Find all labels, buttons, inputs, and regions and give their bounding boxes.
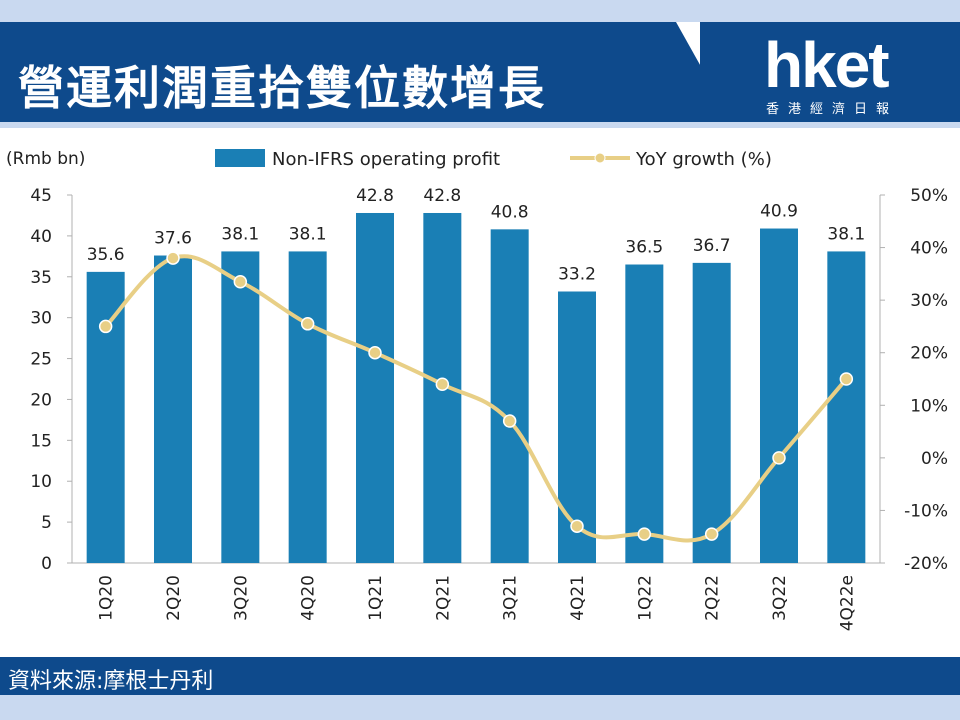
- right-tick-label: 20%: [910, 344, 948, 364]
- left-tick-label: 40: [30, 227, 52, 247]
- yoy-growth-point: [435, 377, 450, 392]
- category-tick-label: 4Q21: [568, 575, 588, 621]
- legend-label-bar: Non-IFRS operating profit: [272, 149, 500, 170]
- bar-value-label: 35.6: [87, 245, 125, 265]
- left-tick-label: 15: [30, 431, 52, 451]
- category-tick-label: 2Q21: [433, 575, 453, 621]
- left-tick-label: 20: [30, 390, 52, 410]
- right-tick-label: 50%: [910, 186, 948, 206]
- yoy-growth-point: [166, 251, 180, 265]
- yoy-growth-point: [502, 414, 517, 428]
- bar-value-label: 38.1: [221, 224, 259, 244]
- chart-panel: 0 5 10 15 20 25 30 35 40 45 (Rmb bn) -20% -10% 0% 10% 2…: [0, 128, 960, 658]
- bar: [760, 228, 798, 563]
- yoy-growth-point: [368, 345, 382, 360]
- left-tick-label: 30: [30, 309, 52, 329]
- left-tick-label: 10: [30, 472, 52, 492]
- yoy-growth-point: [300, 317, 315, 331]
- yoy-growth-point: [233, 274, 248, 289]
- bar-value-label: 33.2: [558, 264, 596, 284]
- bar-value-label: 38.1: [289, 224, 327, 244]
- category-tick-label: 3Q20: [231, 575, 251, 621]
- bar-value-label: 37.6: [154, 229, 192, 249]
- bar: [558, 291, 596, 563]
- page-title: 營運利潤重拾雙位數增長: [18, 61, 546, 115]
- logo: hket 香港經濟日報: [700, 22, 960, 122]
- yoy-growth-point: [98, 319, 113, 334]
- legend-label-line: YoY growth (%): [635, 149, 772, 170]
- bar-value-label: 40.8: [491, 202, 529, 222]
- category-tick-label: 3Q21: [501, 575, 521, 621]
- right-tick-label: 10%: [910, 396, 948, 416]
- legend-swatch-bar: [215, 149, 265, 167]
- bar: [625, 264, 664, 563]
- category-tick-label: 1Q20: [97, 575, 117, 621]
- left-tick-label: 25: [30, 350, 52, 370]
- bar-value-label: 36.7: [693, 236, 731, 256]
- bar-value-label: 38.1: [827, 224, 865, 244]
- logo-text: hket: [764, 29, 890, 101]
- source-text: 資料來源:摩根士丹利: [8, 669, 214, 694]
- bar: [86, 271, 125, 563]
- bar-value-label: 40.9: [760, 202, 798, 222]
- category-tick-label: 3Q22: [770, 575, 790, 621]
- yoy-growth-point: [772, 451, 786, 465]
- bar: [221, 251, 260, 563]
- chart: 0 5 10 15 20 25 30 35 40 45 (Rmb bn) -20% -10% 0% 10% 2…: [6, 149, 948, 631]
- title-band: 營運利潤重拾雙位數增長: [0, 22, 720, 122]
- right-tick-label: -20%: [904, 554, 948, 574]
- bar: [288, 251, 327, 563]
- right-tick-label: -10%: [904, 501, 948, 521]
- left-tick-label: 45: [30, 186, 52, 206]
- left-tick-label: 35: [30, 268, 52, 288]
- bar: [490, 229, 529, 563]
- header: 營運利潤重拾雙位數增長 hket 香港經濟日報: [0, 0, 960, 135]
- yoy-growth-point: [704, 527, 719, 541]
- right-tick-label: 40%: [910, 239, 948, 259]
- yoy-growth-point: [839, 372, 854, 386]
- footer: 資料來源:摩根士丹利: [0, 657, 960, 695]
- bar: [827, 251, 866, 563]
- bar: [154, 255, 192, 563]
- bar-value-label: 42.8: [423, 186, 461, 206]
- category-tick-label: 1Q22: [635, 575, 655, 621]
- category-tick-label: 1Q21: [366, 575, 386, 621]
- category-tick-label: 2Q22: [703, 575, 723, 621]
- bar: [692, 262, 731, 563]
- category-tick-label: 4Q22e: [837, 575, 857, 631]
- bar: [356, 212, 394, 563]
- left-axis-label: (Rmb bn): [6, 149, 85, 169]
- bar-value-label: 42.8: [356, 186, 394, 206]
- bar-value-label: 36.5: [625, 238, 663, 258]
- legend-swatch-point: [594, 152, 606, 164]
- right-tick-label: 0%: [921, 449, 948, 469]
- yoy-growth-point: [570, 519, 584, 533]
- logo-subtitle: 香港經濟日報: [766, 102, 899, 117]
- category-tick-label: 4Q20: [299, 575, 319, 621]
- left-tick-label: 5: [41, 513, 52, 533]
- right-tick-label: 30%: [910, 291, 948, 311]
- yoy-growth-point: [637, 527, 652, 541]
- category-tick-label: 2Q20: [164, 575, 184, 621]
- left-tick-label: 0: [41, 554, 52, 574]
- yoy-growth-line: [104, 254, 848, 543]
